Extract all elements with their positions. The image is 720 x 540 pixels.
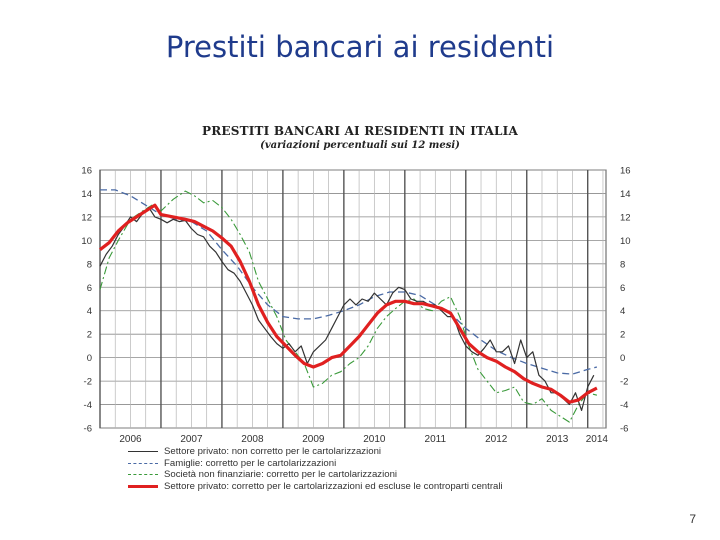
x-tick-label: 2011 (425, 434, 447, 445)
x-tick-label: 2010 (363, 434, 386, 445)
y-tick-label-right: 2 (620, 330, 625, 341)
y-tick-label-right: 16 (620, 166, 631, 177)
chart-subtitle: (variazioni percentuali sui 12 mesi) (260, 140, 460, 151)
y-tick-label-right: 0 (620, 353, 625, 364)
slide-title: Prestiti bancari ai residenti (165, 30, 555, 64)
y-tick-label-left: 10 (81, 236, 92, 247)
series-line-4 (99, 203, 598, 404)
legend-label: Settore privato: corretto per le cartola… (164, 480, 503, 492)
y-tick-label-right: 10 (620, 236, 631, 247)
legend-label: Società non finanziarie: corretto per le… (164, 469, 398, 481)
y-tick-label-right: 8 (620, 259, 625, 270)
y-tick-label-right: 4 (620, 306, 625, 317)
y-tick-label-right: 14 (620, 189, 631, 200)
y-tick-label-left: 16 (81, 166, 92, 177)
y-tick-label-left: 2 (87, 330, 92, 341)
plot-area (99, 169, 607, 429)
y-tick-label-right: 12 (620, 212, 631, 223)
y-tick-label-left: 8 (87, 259, 92, 270)
legend-swatch (128, 484, 158, 488)
x-tick-label: 2013 (546, 434, 569, 445)
series-line-1 (99, 206, 595, 411)
y-tick-label-right: -6 (620, 424, 628, 435)
legend-item: Società non finanziarie: corretto per le… (128, 469, 503, 481)
y-tick-label-right: -2 (620, 377, 628, 388)
x-tick-label: 2012 (485, 434, 508, 445)
y-tick-label-left: -2 (84, 377, 92, 388)
x-tick-label: 2014 (586, 434, 609, 445)
x-tick-label: 2007 (180, 434, 203, 445)
y-tick-label-right: 6 (620, 283, 625, 294)
legend-item: Settore privato: non corretto per le car… (128, 446, 503, 458)
y-tick-label-right: -4 (620, 400, 628, 411)
legend-swatch (128, 474, 158, 476)
y-tick-label-left: 14 (81, 189, 92, 200)
y-tick-label-left: -6 (84, 424, 92, 435)
chart-title: PRESTITI BANCARI AI RESIDENTI IN ITALIA (202, 124, 518, 138)
y-tick-label-left: 6 (87, 283, 92, 294)
chart-legend: Settore privato: non corretto per le car… (128, 446, 503, 492)
legend-swatch (128, 462, 158, 464)
legend-label: Settore privato: non corretto per le car… (164, 446, 382, 458)
y-tick-label-left: 0 (87, 353, 92, 364)
series-line-3 (99, 190, 598, 423)
legend-label: Famiglie: corretto per le cartolarizzazi… (164, 457, 337, 469)
y-tick-label-left: 4 (87, 306, 92, 317)
x-tick-label: 2006 (119, 434, 142, 445)
legend-item: Famiglie: corretto per le cartolarizzazi… (128, 458, 503, 470)
page-number: 7 (689, 512, 696, 526)
y-tick-label-left: 12 (81, 212, 92, 223)
x-tick-label: 2008 (241, 434, 264, 445)
legend-swatch (128, 451, 158, 453)
y-tick-label-left: -4 (84, 400, 92, 411)
legend-item: Settore privato: corretto per le cartola… (128, 481, 503, 493)
x-tick-label: 2009 (302, 434, 325, 445)
